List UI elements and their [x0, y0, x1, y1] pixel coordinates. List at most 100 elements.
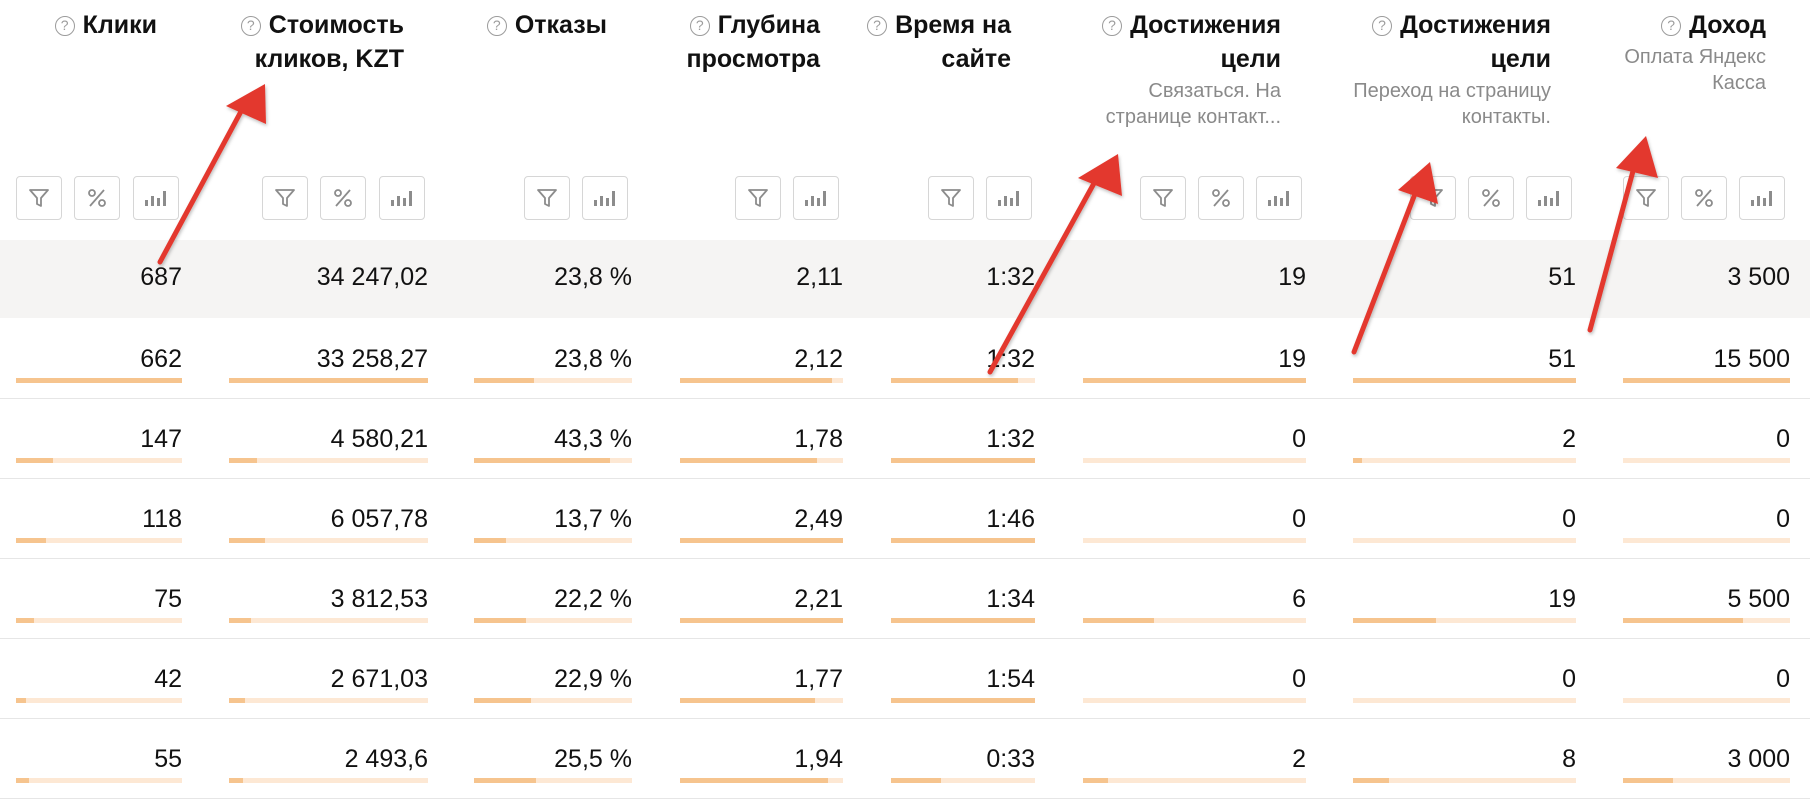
help-icon[interactable]: ? [867, 16, 888, 36]
value-bar-bounce [474, 618, 632, 623]
value-bar-goal2 [1353, 778, 1576, 783]
help-icon[interactable]: ? [486, 16, 507, 36]
chart-button-goal1[interactable] [1256, 176, 1302, 220]
filter-button-revenue[interactable] [1623, 176, 1669, 220]
value-bar-clicks [16, 698, 182, 703]
cell-clicks: 118 [142, 505, 182, 533]
value-bar-revenue [1623, 538, 1790, 543]
filter-button-cost[interactable] [262, 176, 308, 220]
bar-chart-icon [592, 186, 618, 210]
value-bar-time [891, 698, 1035, 703]
filter-button-clicks[interactable] [16, 176, 62, 220]
value-bar-fill [1623, 378, 1790, 383]
filter-icon [273, 186, 297, 210]
value-bar-time [891, 538, 1035, 543]
value-bar-depth [680, 618, 843, 623]
value-bar-fill [474, 458, 610, 463]
value-bar-fill [680, 778, 828, 783]
column-header-goal1[interactable]: ? Достижения цели Связаться. На странице к… [1061, 8, 1281, 130]
percent-button-goal1[interactable] [1198, 176, 1244, 220]
value-bar-time [891, 378, 1035, 383]
chart-button-bounce[interactable] [582, 176, 628, 220]
help-icon[interactable]: ? [240, 16, 261, 36]
cell-depth: 1,94 [794, 745, 843, 773]
percent-button-cost[interactable] [320, 176, 366, 220]
column-header-time[interactable]: ? Время на сайте [861, 8, 1011, 76]
value-bar-fill [680, 698, 815, 703]
row-divider [0, 798, 1810, 799]
filter-button-depth[interactable] [735, 176, 781, 220]
cell-clicks: 75 [154, 585, 182, 613]
value-bar-revenue [1623, 618, 1790, 623]
value-bar-depth [680, 458, 843, 463]
column-header-goal2[interactable]: ? Достижения цели Переход на страницу конт… [1321, 8, 1551, 130]
chart-button-revenue[interactable] [1739, 176, 1785, 220]
value-bar-goal2 [1353, 698, 1576, 703]
value-bar-fill [474, 618, 526, 623]
value-bar-depth [680, 778, 843, 783]
percent-button-revenue[interactable] [1681, 176, 1727, 220]
cell-goal2: 0 [1562, 665, 1576, 693]
chart-button-goal2[interactable] [1526, 176, 1572, 220]
chart-button-depth[interactable] [793, 176, 839, 220]
cell-revenue: 0 [1776, 505, 1790, 533]
value-bar-fill [891, 378, 1018, 383]
value-bar-goal2 [1353, 538, 1576, 543]
cell-clicks: 55 [154, 745, 182, 773]
value-bar-clicks [16, 378, 182, 383]
help-icon[interactable]: ? [1661, 16, 1682, 36]
cell-cost: 4 580,21 [330, 425, 428, 453]
column-subtitle: Оплата Яндекс Касса [1624, 46, 1766, 94]
cell-cost: 6 057,78 [330, 505, 428, 533]
chart-button-clicks[interactable] [133, 176, 179, 220]
cell-bounce: 23,8 % [554, 345, 632, 373]
filter-button-goal2[interactable] [1410, 176, 1456, 220]
value-bar-depth [680, 378, 843, 383]
total-cell-goal2: 51 [1548, 263, 1576, 291]
percent-button-goal2[interactable] [1468, 176, 1514, 220]
cell-goal1: 6 [1292, 585, 1306, 613]
column-header-bounce[interactable]: ? Отказы [447, 8, 607, 42]
value-bar-fill [891, 778, 941, 783]
value-bar-fill [680, 458, 817, 463]
value-bar-fill [1083, 378, 1306, 383]
cell-goal1: 0 [1292, 665, 1306, 693]
value-bar-goal2 [1353, 458, 1576, 463]
filter-button-goal1[interactable] [1140, 176, 1186, 220]
value-bar-goal2 [1353, 618, 1576, 623]
bar-chart-icon [803, 186, 829, 210]
value-bar-goal2 [1353, 378, 1576, 383]
filter-button-time[interactable] [928, 176, 974, 220]
column-header-revenue[interactable]: ? Доход Оплата Яндекс Касса [1576, 8, 1766, 96]
value-bar-goal1 [1083, 538, 1306, 543]
column-subtitle: Связаться. На странице контакт... [1105, 80, 1281, 128]
filter-button-bounce[interactable] [524, 176, 570, 220]
cell-goal2: 51 [1548, 345, 1576, 373]
column-header-clicks[interactable]: ? Клики [0, 8, 157, 42]
cell-cost: 2 493,6 [344, 745, 428, 773]
value-bar-fill [680, 378, 832, 383]
column-title: Глубина просмотра [686, 11, 820, 73]
value-bar-goal1 [1083, 698, 1306, 703]
column-header-depth[interactable]: ? Глубина просмотра [650, 8, 820, 76]
help-icon[interactable]: ? [1372, 16, 1393, 36]
value-bar-fill [680, 538, 843, 543]
help-icon[interactable]: ? [54, 16, 75, 36]
cell-bounce: 22,9 % [554, 665, 632, 693]
percent-icon [331, 186, 355, 210]
percent-button-clicks[interactable] [74, 176, 120, 220]
value-bar-bounce [474, 458, 632, 463]
filter-icon [746, 186, 770, 210]
value-bar-fill [474, 538, 506, 543]
chart-button-time[interactable] [986, 176, 1032, 220]
total-cell-revenue: 3 500 [1727, 263, 1790, 291]
percent-icon [1692, 186, 1716, 210]
bar-chart-icon [996, 186, 1022, 210]
cell-clicks: 42 [154, 665, 182, 693]
column-header-cost[interactable]: ? Стоимость кликов, KZT [184, 8, 404, 76]
bar-chart-icon [143, 186, 169, 210]
arrow-to-cost-header [157, 84, 266, 265]
chart-button-cost[interactable] [379, 176, 425, 220]
help-icon[interactable]: ? [689, 16, 710, 36]
help-icon[interactable]: ? [1102, 16, 1123, 36]
